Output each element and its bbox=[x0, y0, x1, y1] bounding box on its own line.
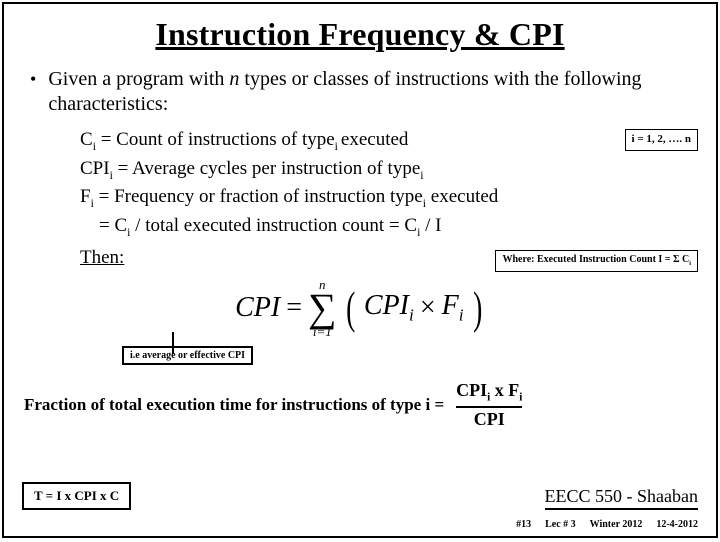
then-label: Then: bbox=[80, 245, 124, 272]
formula-mult: × bbox=[420, 292, 436, 324]
fraction-ratio: CPIi x Fi CPI bbox=[456, 381, 522, 430]
slide-title: Instruction Frequency & CPI bbox=[22, 16, 698, 53]
rparen-icon: ) bbox=[473, 292, 482, 324]
definitions: Ci = Count of instructions of typei exec… bbox=[80, 127, 698, 272]
def-c: Ci = Count of instructions of typei exec… bbox=[80, 127, 698, 156]
course-label: EECC 550 - Shaaban bbox=[545, 486, 698, 510]
time-formula-box: T = I x CPI x C bbox=[22, 482, 131, 510]
f2a: = C bbox=[94, 215, 127, 236]
footer-term: Winter 2012 bbox=[590, 519, 643, 530]
sigma-icon: n ∑ i=1 bbox=[308, 278, 337, 338]
formula-cpi: CPI bbox=[364, 290, 409, 321]
f-text: = Frequency or fraction of instruction t… bbox=[94, 186, 423, 207]
slide-frame: Instruction Frequency & CPI • Given a pr… bbox=[2, 2, 718, 538]
bullet-n: n bbox=[229, 68, 239, 90]
num-f-sub: i bbox=[519, 392, 522, 404]
sum-lower: i=1 bbox=[313, 325, 332, 338]
num-f: x F bbox=[490, 380, 519, 400]
formula-f-sub: i bbox=[459, 306, 464, 325]
where-note: Where: Executed Instruction Count I = Σ … bbox=[495, 250, 698, 272]
formula-cpi-sub: i bbox=[409, 306, 414, 325]
f2b: / total executed instruction count = C bbox=[130, 215, 417, 236]
then-row: Then: Where: Executed Instruction Count … bbox=[80, 245, 698, 272]
bullet-prefix: Given a program with bbox=[48, 68, 229, 90]
f-text2: executed bbox=[426, 186, 498, 207]
def-cpi: CPIi = Average cycles per instruction of… bbox=[80, 156, 698, 185]
ratio-num: CPIi x Fi bbox=[456, 381, 522, 404]
bullet: • Given a program with n types or classe… bbox=[30, 67, 698, 117]
def-f2: = Ci / total executed instruction count … bbox=[80, 213, 698, 242]
i-range-note: i = 1, 2, …. n bbox=[625, 129, 698, 151]
bottom-row: T = I x CPI x C EECC 550 - Shaaban bbox=[22, 482, 698, 510]
c-text: = Count of instructions of type bbox=[96, 129, 335, 150]
avg-note-box: i.e average or effective CPI bbox=[122, 346, 253, 365]
bullet-text: Given a program with n types or classes … bbox=[48, 67, 698, 117]
fraction-label: Fraction of total execution time for ins… bbox=[24, 395, 444, 415]
where-sub: i bbox=[689, 260, 691, 267]
def-f: Fi = Frequency or fraction of instructio… bbox=[80, 184, 698, 213]
footer-slide-num: #13 bbox=[516, 519, 531, 530]
cpi-sym: CPI bbox=[80, 158, 110, 179]
slide-footer: #13 Lec # 3 Winter 2012 12-4-2012 bbox=[516, 519, 698, 530]
where-text: Where: Executed Instruction Count I = Σ … bbox=[502, 254, 689, 265]
f-sym: F bbox=[80, 186, 91, 207]
formula-f: F bbox=[442, 290, 459, 321]
formula-eq: = bbox=[286, 292, 302, 324]
c-text2: executed bbox=[341, 129, 409, 150]
bullet-dot-icon: • bbox=[30, 69, 36, 90]
formula-lhs: CPI bbox=[235, 292, 280, 324]
ratio-den: CPI bbox=[474, 410, 505, 430]
f2c: / I bbox=[420, 215, 441, 236]
ratio-bar bbox=[456, 406, 522, 408]
footer-lec: Lec # 3 bbox=[545, 519, 576, 530]
cpi-text: = Average cycles per instruction of type bbox=[113, 158, 420, 179]
lparen-icon: ( bbox=[346, 292, 355, 324]
c-sym: C bbox=[80, 129, 93, 150]
num-cpi: CPI bbox=[456, 380, 487, 400]
cpi-formula: CPI = n ∑ i=1 ( CPIi × Fi ) bbox=[22, 278, 698, 338]
fraction-row: Fraction of total execution time for ins… bbox=[22, 381, 698, 430]
footer-date: 12-4-2012 bbox=[656, 519, 698, 530]
